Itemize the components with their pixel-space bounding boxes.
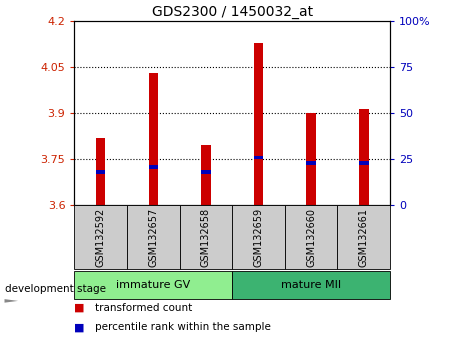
Text: percentile rank within the sample: percentile rank within the sample — [95, 322, 271, 332]
Text: immature GV: immature GV — [116, 280, 190, 290]
Bar — [201, 170, 211, 174]
Bar — [306, 113, 316, 205]
Bar — [359, 109, 368, 205]
Bar — [179, 205, 232, 269]
Bar — [232, 205, 285, 269]
Bar — [232, 271, 390, 299]
Text: GSM132661: GSM132661 — [359, 208, 369, 267]
Title: GDS2300 / 1450032_at: GDS2300 / 1450032_at — [152, 5, 313, 19]
Text: GSM132658: GSM132658 — [201, 207, 211, 267]
Text: ■: ■ — [74, 322, 88, 332]
Bar — [149, 165, 158, 169]
Text: GSM132657: GSM132657 — [148, 207, 158, 267]
Bar — [359, 161, 368, 165]
Polygon shape — [5, 299, 18, 303]
Bar — [74, 205, 127, 269]
Bar — [285, 205, 337, 269]
Bar — [337, 205, 390, 269]
Bar — [254, 156, 263, 159]
Bar — [127, 205, 179, 269]
Bar — [96, 170, 106, 174]
Text: GSM132660: GSM132660 — [306, 208, 316, 267]
Bar — [149, 73, 158, 205]
Text: mature MII: mature MII — [281, 280, 341, 290]
Text: development stage: development stage — [5, 284, 106, 293]
Bar — [96, 138, 106, 205]
Bar — [254, 43, 263, 205]
Bar — [74, 271, 232, 299]
Text: transformed count: transformed count — [95, 303, 192, 313]
Bar — [306, 161, 316, 165]
Text: ■: ■ — [74, 303, 88, 313]
Bar — [201, 145, 211, 205]
Text: GSM132592: GSM132592 — [96, 207, 106, 267]
Text: GSM132659: GSM132659 — [253, 207, 263, 267]
